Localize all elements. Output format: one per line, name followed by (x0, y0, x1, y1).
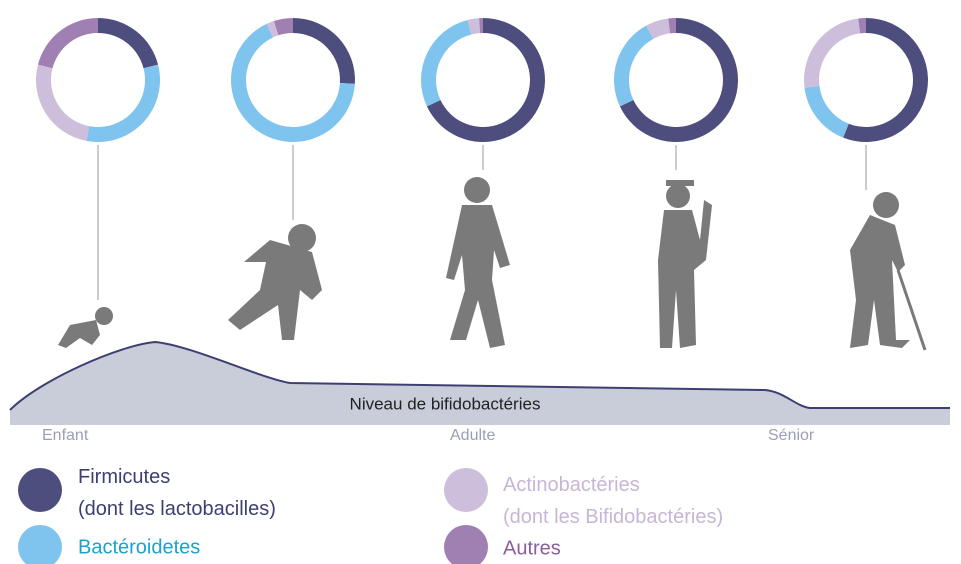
legend-label: Firmicutes(dont les lactobacilles) (78, 466, 276, 520)
stage-label: Enfant (42, 427, 89, 444)
donut-segment (293, 18, 355, 84)
man-with-hat (658, 180, 712, 348)
stage-label: Adulte (450, 427, 495, 444)
donut-segment (843, 18, 928, 142)
baby (58, 307, 113, 348)
silhouettes (58, 177, 925, 350)
legend-label: Bactéroidetes (78, 536, 200, 558)
stage-label: Sénior (768, 427, 815, 444)
stage-labels: Enfant Adulte Sénior (42, 427, 815, 444)
legend-swatch (18, 525, 62, 564)
senior (850, 192, 925, 350)
legend-swatch (18, 468, 62, 512)
donut-segment (38, 18, 98, 68)
child (228, 224, 322, 340)
donut-segment (36, 65, 89, 141)
legend-label: Autres (503, 537, 561, 559)
legend-swatch (444, 525, 488, 564)
chart: Niveau de bifidobactéries Enfant Adulte Sé… (0, 0, 961, 564)
legend-swatch (444, 468, 488, 512)
donut-segment (804, 18, 860, 87)
donut-segment (98, 18, 158, 68)
donuts (36, 18, 928, 142)
legend: Firmicutes(dont les lactobacilles) Bactér… (18, 466, 723, 564)
donut-segment (614, 26, 653, 107)
annotation: Niveau de bifidobactéries (350, 394, 541, 413)
donut-segment (86, 65, 160, 142)
legend-label: Actinobactéries(dont les Bifidobactéries… (503, 474, 723, 528)
adult (446, 177, 510, 348)
donut-segment (421, 20, 471, 106)
donut-segment (804, 86, 848, 138)
